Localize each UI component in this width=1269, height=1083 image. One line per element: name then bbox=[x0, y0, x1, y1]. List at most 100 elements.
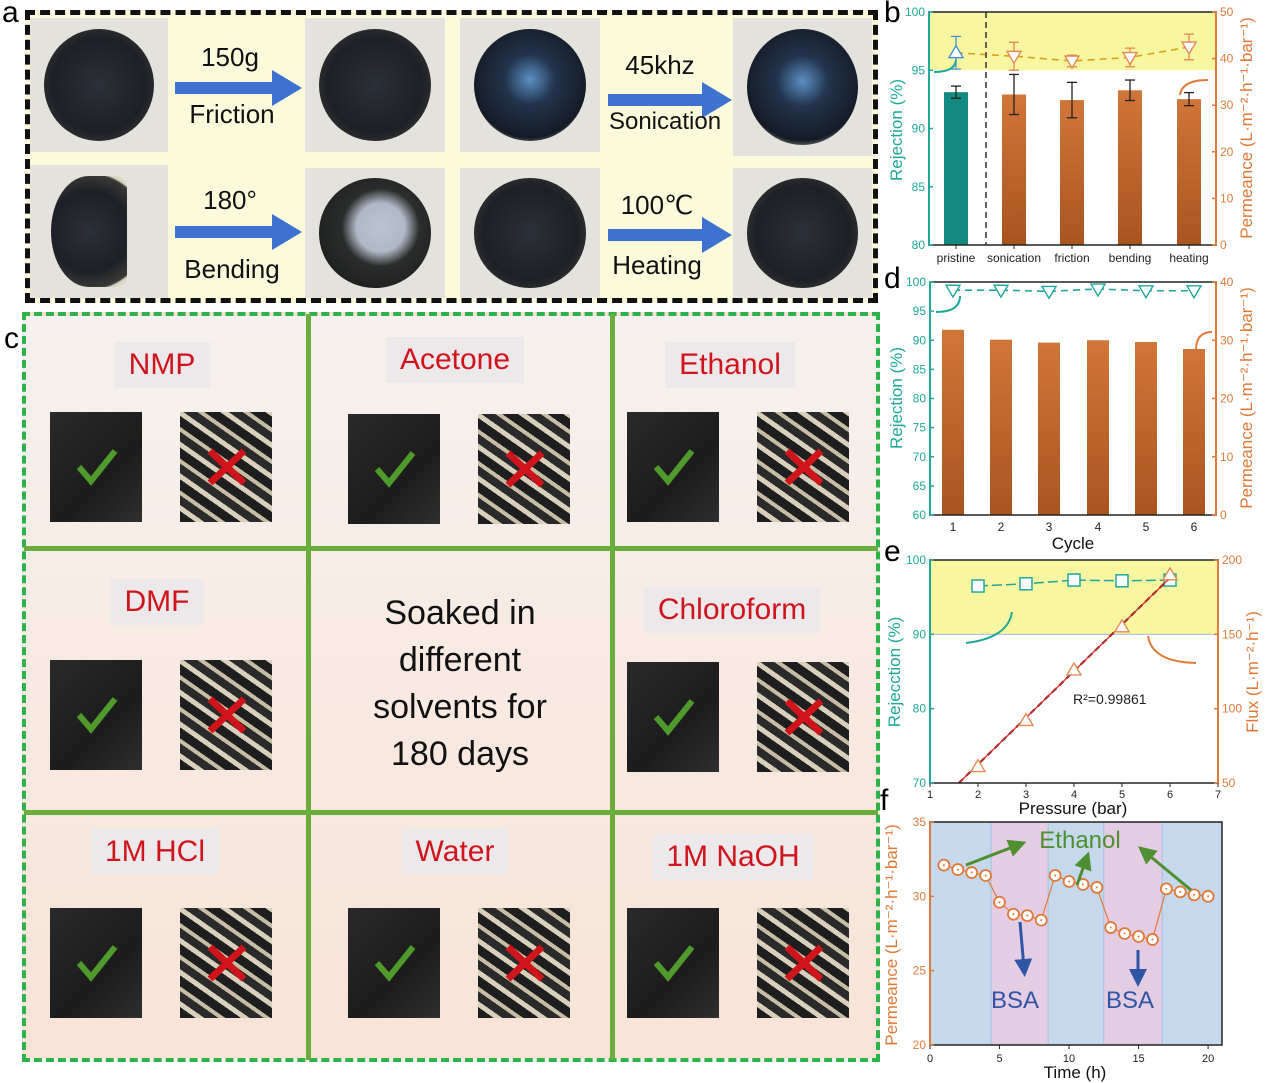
right-axis-title: Flux (L·m⁻²·h⁻¹) bbox=[1243, 611, 1262, 733]
membrane-photo-stable bbox=[50, 412, 142, 522]
left-axis-tick-label: 100 bbox=[906, 275, 926, 289]
rejection-marker bbox=[992, 284, 1010, 299]
cross-icon bbox=[207, 696, 247, 734]
left-axis-title: Rejecction (%) bbox=[885, 617, 904, 728]
x-tick-label: 6 bbox=[1191, 520, 1198, 534]
right-axis-tick-label: 10 bbox=[1220, 191, 1234, 205]
grid-line bbox=[24, 810, 878, 815]
cross-icon bbox=[784, 448, 824, 486]
right-axis-tick-label: 30 bbox=[1220, 98, 1234, 112]
left-axis-tick-label: 90 bbox=[913, 627, 927, 641]
right-axis-tick-label: 0 bbox=[1220, 508, 1227, 522]
soak-line: 180 days bbox=[391, 735, 529, 773]
solvent-label: 1M NaOH bbox=[652, 834, 814, 880]
heating-temperature-label: 100℃ bbox=[620, 190, 694, 220]
rejection-marker bbox=[1067, 573, 1081, 587]
bsa-arrow-icon bbox=[1014, 921, 1033, 977]
x-tick-label: 15 bbox=[1132, 1053, 1144, 1065]
shaded-band bbox=[930, 560, 1218, 635]
x-tick-label: 20 bbox=[1202, 1053, 1214, 1065]
right-axis-pointer-arrow-icon bbox=[1147, 635, 1197, 664]
panel-label-a: a bbox=[2, 0, 19, 29]
x-tick-label: 1 bbox=[927, 789, 933, 801]
left-axis-tick-label: 80 bbox=[912, 238, 926, 252]
left-axis-tick-label: 70 bbox=[913, 776, 927, 790]
rejection-marker bbox=[1089, 283, 1107, 298]
rejection-marker-pristine bbox=[947, 44, 965, 59]
marker-dot bbox=[1012, 913, 1015, 916]
ethanol-arrow-icon bbox=[1074, 851, 1092, 886]
check-icon bbox=[76, 697, 118, 734]
solvent-label: 1M HCl bbox=[90, 829, 220, 875]
x-tick-label: 2 bbox=[975, 789, 981, 801]
right-axis-tick-label: 20 bbox=[1220, 392, 1234, 406]
x-tick-label: friction bbox=[1054, 251, 1089, 265]
marker-dot bbox=[998, 901, 1001, 904]
marker-dot bbox=[1207, 895, 1210, 898]
marker-dot bbox=[1040, 919, 1043, 922]
right-axis-tick-label: 100 bbox=[1222, 702, 1242, 716]
rejection-marker bbox=[1040, 285, 1058, 300]
right-axis-tick-label: 50 bbox=[1220, 5, 1234, 19]
bar-cycle-2 bbox=[990, 339, 1012, 515]
bar-cycle-5 bbox=[1135, 341, 1157, 515]
region-ethanol bbox=[929, 821, 992, 1046]
membrane-photo-stable bbox=[50, 908, 142, 1018]
right-axis-tick-label: 150 bbox=[1222, 627, 1242, 641]
left-axis-tick-label: 85 bbox=[912, 180, 926, 194]
x-tick-label: 7 bbox=[1215, 789, 1221, 801]
flux-marker bbox=[1161, 566, 1179, 581]
left-axis-tick-label: 80 bbox=[913, 702, 927, 716]
x-tick-label: 0 bbox=[927, 1053, 933, 1065]
x-tick-label: pristine bbox=[937, 251, 976, 265]
solvent-label: NMP bbox=[114, 342, 210, 388]
membrane-photo-stable bbox=[627, 662, 719, 772]
marker-dot bbox=[984, 874, 987, 877]
membrane-photo-damaged bbox=[478, 908, 570, 1018]
x-tick-label: 5 bbox=[1119, 789, 1125, 801]
right-axis-pointer-arrow-icon bbox=[1195, 331, 1213, 351]
photo-membrane-bending bbox=[30, 165, 168, 298]
sonication-frequency-label: 45khz bbox=[625, 50, 695, 80]
cross-icon bbox=[505, 450, 545, 488]
cross-icon bbox=[207, 944, 247, 982]
right-axis-pointer-arrow-icon bbox=[1179, 79, 1209, 96]
marker-dot bbox=[1095, 886, 1098, 889]
sonication-label: Sonication bbox=[608, 108, 722, 135]
right-axis-tick-label: 40 bbox=[1220, 275, 1234, 289]
ethanol-annotation: Ethanol bbox=[1039, 827, 1120, 854]
region-ethanol bbox=[1047, 821, 1105, 1046]
left-axis-tick-label: 95 bbox=[913, 304, 927, 318]
rejection-marker-bending bbox=[1121, 51, 1139, 66]
photo-membrane-after-bending bbox=[305, 168, 445, 298]
flux-marker bbox=[1065, 661, 1083, 676]
left-axis-tick-label: 100 bbox=[906, 553, 926, 567]
left-axis-pointer-arrow-icon bbox=[933, 59, 957, 73]
friction-label: Friction bbox=[189, 99, 275, 129]
panel-c-solvent-soak bbox=[22, 312, 880, 1062]
photo-membrane-after-sonication bbox=[733, 18, 872, 156]
check-icon bbox=[374, 945, 416, 982]
x-tick-label: 4 bbox=[1071, 789, 1077, 801]
left-axis-tick-label: 60 bbox=[913, 508, 927, 522]
x-tick-label: 10 bbox=[1063, 1053, 1075, 1065]
flux-marker bbox=[1017, 712, 1035, 727]
membrane-photo-damaged bbox=[180, 660, 272, 770]
right-axis-title: Permeance (L·m⁻²·h⁻¹·bar⁻¹) bbox=[1237, 287, 1256, 509]
heating-label: Heating bbox=[612, 250, 702, 280]
left-axis-pointer-arrow-icon bbox=[935, 295, 961, 313]
rejection-marker bbox=[944, 284, 962, 299]
arrow-sonication-icon bbox=[608, 82, 732, 118]
solvent-label: Chloroform bbox=[643, 587, 821, 633]
right-axis-tick-label: 0 bbox=[1220, 238, 1227, 252]
right-axis-tick-label: 30 bbox=[1220, 333, 1234, 347]
x-tick-label: heating bbox=[1169, 251, 1208, 265]
marker-dot bbox=[1026, 914, 1029, 917]
grid-line bbox=[306, 314, 311, 1060]
check-icon bbox=[374, 451, 416, 488]
region-ethanol bbox=[1161, 821, 1223, 1046]
left-axis-tick-label: 75 bbox=[913, 421, 927, 435]
panel-label-f: f bbox=[880, 784, 889, 817]
marker-dot bbox=[1193, 893, 1196, 896]
